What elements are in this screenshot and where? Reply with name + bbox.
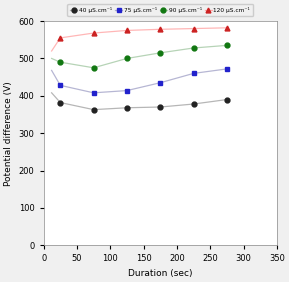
Legend: 40 μS.cm⁻¹, 75 μS.cm⁻¹, 90 μS.cm⁻¹, 120 μS.cm⁻¹: 40 μS.cm⁻¹, 75 μS.cm⁻¹, 90 μS.cm⁻¹, 120 …	[67, 4, 253, 16]
X-axis label: Duration (sec): Duration (sec)	[128, 269, 192, 278]
Y-axis label: Potential difference (V): Potential difference (V)	[4, 81, 13, 186]
